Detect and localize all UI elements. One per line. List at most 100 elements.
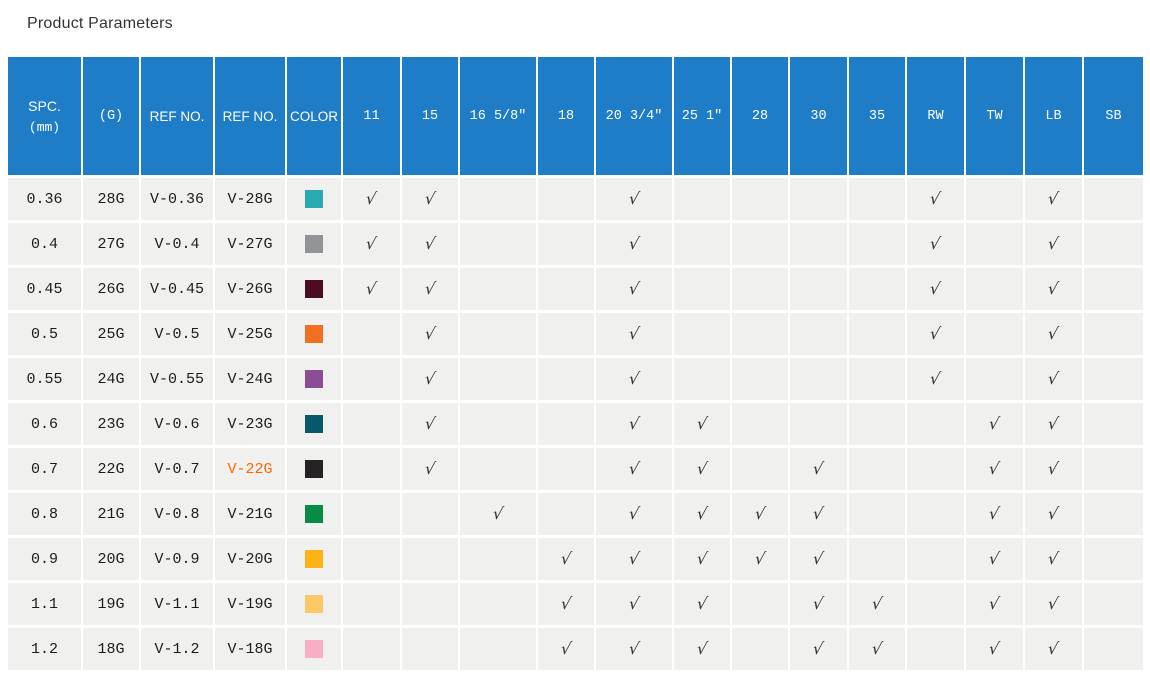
table-row: 0.36 28G V-0.36 V-28G √ √ √ √ √ [8,175,1143,220]
cell-c28 [732,355,790,400]
cell-c20: √ [596,625,674,670]
cell-ref1: V-0.6 [141,400,215,445]
cell-c20: √ [596,580,674,625]
cell-rw [907,625,966,670]
check-mark-icon: √ [1046,234,1061,253]
cell-color [287,535,343,580]
cell-ref1: V-1.2 [141,625,215,670]
check-mark-icon: √ [627,189,641,208]
check-mark-icon: √ [1046,549,1061,568]
check-mark-icon: √ [695,414,709,433]
cell-c18 [538,265,596,310]
cell-c16 [460,310,538,355]
cell-c11 [343,625,402,670]
column-header-sb: SB [1084,57,1143,175]
cell-c28 [732,220,790,265]
check-mark-icon: √ [627,369,641,388]
check-mark-icon: √ [1046,594,1061,613]
cell-c16 [460,175,538,220]
column-header-label: SPC. [28,97,61,114]
cell-c15: √ [402,445,460,490]
check-mark-icon: √ [811,594,826,613]
check-mark-icon: √ [811,459,826,478]
column-header-g: (G) [83,57,141,175]
table-row: 0.5 25G V-0.5 V-25G √ √ √ √ [8,310,1143,355]
cell-c28 [732,625,790,670]
cell-c11: √ [343,220,402,265]
check-mark-icon: √ [811,504,826,523]
cell-c11 [343,535,402,580]
cell-c20: √ [596,310,674,355]
cell-lb: √ [1025,310,1084,355]
table-header: SPC. (mm) (G) REF NO. REF NO. COLOR 11 15 16 5/8… [8,57,1143,175]
cell-spc: 0.7 [8,445,83,490]
cell-rw: √ [907,355,966,400]
cell-spc: 0.5 [8,310,83,355]
check-mark-icon: √ [627,324,641,343]
cell-c20: √ [596,400,674,445]
ref-no-highlighted-link[interactable]: V-22G [227,460,273,478]
cell-ref2: V-26G [215,265,287,310]
cell-sb [1084,265,1143,310]
cell-color [287,310,343,355]
column-header-lb: LB [1025,57,1084,175]
cell-color [287,490,343,535]
cell-c28 [732,580,790,625]
table-row: 0.6 23G V-0.6 V-23G √ √ √ √ √ [8,400,1143,445]
cell-ref2[interactable]: V-22G [215,445,287,490]
check-mark-icon: √ [1046,504,1061,523]
column-header-c18: 18 [538,57,596,175]
cell-c18 [538,490,596,535]
check-mark-icon: √ [928,189,943,208]
table-row: 0.45 26G V-0.45 V-26G √ √ √ √ √ [8,265,1143,310]
cell-tw [966,175,1025,220]
cell-c30 [790,220,849,265]
column-header-tw: TW [966,57,1025,175]
cell-c20: √ [596,445,674,490]
table-row: 1.1 19G V-1.1 V-19G √ √ √ √ √ √ √ [8,580,1143,625]
cell-tw: √ [966,535,1025,580]
cell-spc: 0.36 [8,175,83,220]
check-mark-icon: √ [928,234,943,253]
cell-tw: √ [966,400,1025,445]
cell-ref2: V-21G [215,490,287,535]
column-header-c20: 20 3/4″ [596,57,674,175]
check-mark-icon: √ [870,594,884,613]
cell-sb [1084,580,1143,625]
cell-c20: √ [596,265,674,310]
cell-c15: √ [402,400,460,445]
cell-c35: √ [849,580,907,625]
cell-c20: √ [596,490,674,535]
check-mark-icon: √ [987,549,1002,568]
cell-c11 [343,310,402,355]
check-mark-icon: √ [559,549,573,568]
cell-c25: √ [674,490,732,535]
cell-c35 [849,400,907,445]
cell-color [287,265,343,310]
cell-c20: √ [596,535,674,580]
cell-tw: √ [966,625,1025,670]
check-mark-icon: √ [1046,639,1061,658]
cell-c35 [849,175,907,220]
table-body: 0.36 28G V-0.36 V-28G √ √ √ √ √ 0.4 27G V-0.4 V-27G √… [8,175,1143,670]
cell-lb: √ [1025,265,1084,310]
cell-c35 [849,445,907,490]
cell-c18 [538,400,596,445]
cell-c30: √ [790,625,849,670]
check-mark-icon: √ [423,324,437,343]
check-mark-icon: √ [870,639,884,658]
cell-ref1: V-0.36 [141,175,215,220]
check-mark-icon: √ [1046,324,1061,343]
check-mark-icon: √ [627,639,641,658]
cell-c35 [849,355,907,400]
cell-c15 [402,625,460,670]
cell-c28: √ [732,535,790,580]
table-row: 1.2 18G V-1.2 V-18G √ √ √ √ √ √ √ [8,625,1143,670]
cell-lb: √ [1025,400,1084,445]
cell-g: 28G [83,175,141,220]
cell-color [287,400,343,445]
cell-c28 [732,265,790,310]
check-mark-icon: √ [423,189,437,208]
column-header-spc: SPC. (mm) [8,57,83,175]
cell-c25 [674,265,732,310]
